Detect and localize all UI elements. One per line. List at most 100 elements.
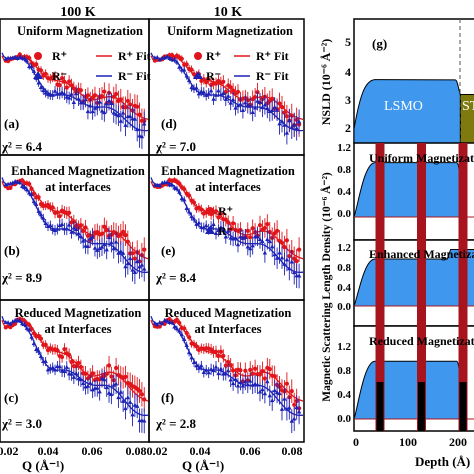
rplus-point xyxy=(231,88,236,93)
rminus-point xyxy=(292,122,297,127)
rminus-point xyxy=(27,190,32,195)
msld-ytick: 0.8 xyxy=(337,164,351,176)
rminus-point xyxy=(102,242,107,247)
panel-e-title-line1: Enhanced Magnetization xyxy=(161,164,295,178)
rminus-point xyxy=(27,327,32,332)
rplus-point xyxy=(231,368,236,373)
rplus-point xyxy=(253,366,258,371)
rplus-point xyxy=(250,226,255,231)
rminus-point xyxy=(38,84,44,89)
legend-rplus-label: R⁺ xyxy=(206,49,221,63)
rplus-point xyxy=(179,56,184,61)
rminus-point xyxy=(279,255,285,260)
rplus-point xyxy=(8,185,13,190)
panel-a-letter: (a) xyxy=(4,116,19,131)
rplus-point xyxy=(78,223,83,228)
rminus-point xyxy=(213,231,219,236)
rplus-point xyxy=(221,79,226,84)
rminus-point xyxy=(113,239,119,244)
rminus-point xyxy=(284,130,290,135)
rminus-point xyxy=(62,91,67,96)
legend-rminus-fit-label: R⁻ Fit xyxy=(256,69,289,83)
rminus-point xyxy=(50,365,55,370)
rminus-point xyxy=(260,387,265,392)
rminus-point xyxy=(177,64,182,69)
rminus-point xyxy=(99,108,105,113)
rminus-point xyxy=(177,189,182,194)
rminus-point xyxy=(274,255,280,260)
interface-bar-dark xyxy=(418,382,425,431)
rplus-point xyxy=(228,227,233,232)
rminus-point xyxy=(64,364,69,369)
panel-g-letter: (g) xyxy=(372,36,387,51)
x-tick-label: 0.04 xyxy=(38,444,59,458)
rminus-point xyxy=(22,185,27,190)
rplus-point xyxy=(284,238,289,243)
panel-e-title-line2: at interfaces xyxy=(195,180,261,194)
rminus-point xyxy=(76,231,81,236)
rplus-point xyxy=(71,86,76,91)
rplus-point xyxy=(85,93,91,98)
rplus-point xyxy=(213,209,219,214)
rminus-point xyxy=(189,85,194,90)
rminus-point xyxy=(111,246,116,251)
rminus-point xyxy=(245,244,250,249)
reflectivity-data xyxy=(1,52,304,434)
rplus-point xyxy=(194,344,199,349)
rplus-point xyxy=(223,363,228,368)
rminus-point xyxy=(85,109,91,114)
layer-label-sto: ST xyxy=(462,99,474,114)
rminus-point xyxy=(274,390,280,395)
msld-ylabel: Magnetic Scattering Length Density (10⁻⁶… xyxy=(319,172,333,402)
rminus-point xyxy=(255,382,260,387)
rminus-point xyxy=(179,332,184,337)
rminus-point xyxy=(294,125,299,130)
rminus-point xyxy=(118,389,123,394)
panel-b-letter: (b) xyxy=(4,243,20,258)
rplus-point xyxy=(223,89,228,95)
rminus-point xyxy=(233,105,238,110)
legend-rminus-marker xyxy=(193,71,203,79)
rminus-point xyxy=(10,180,15,185)
rplus-point xyxy=(218,349,223,354)
rplus-point xyxy=(83,225,88,230)
lsmo-layer-area xyxy=(353,79,461,144)
rplus-point xyxy=(228,85,233,90)
model-title-enhanced: Enhanced Magnetization xyxy=(369,247,474,261)
rminus-point xyxy=(10,319,15,324)
rminus-point xyxy=(265,105,270,110)
rminus-point xyxy=(257,100,263,105)
rminus-point xyxy=(132,270,138,275)
rminus-point xyxy=(196,91,202,96)
rminus-point xyxy=(73,227,79,232)
rplus-point xyxy=(36,195,41,200)
msld-ytick: 0.0 xyxy=(337,413,351,425)
rminus-point xyxy=(142,418,147,423)
rplus-point xyxy=(81,228,86,234)
rminus-point xyxy=(71,374,77,379)
rminus-point xyxy=(95,385,100,390)
rminus-point xyxy=(45,367,51,372)
panel-d-chi2: χ² = 7.0 xyxy=(155,139,196,154)
msld-ytick: 1.2 xyxy=(337,242,351,254)
rplus-point xyxy=(83,371,88,376)
legend-rplus-marker xyxy=(206,207,214,215)
panel-c-title-line2: at Interfaces xyxy=(45,322,112,336)
rminus-point xyxy=(31,341,37,346)
col-header-10k: 10 K xyxy=(214,5,243,20)
rminus-point xyxy=(296,273,302,278)
rminus-point xyxy=(81,381,86,386)
interface-bar-dark xyxy=(376,382,384,431)
rplus-point xyxy=(31,331,37,336)
rminus-point xyxy=(19,55,25,60)
rplus-point xyxy=(99,93,105,99)
rminus-point xyxy=(92,245,98,250)
rminus-point xyxy=(235,242,241,247)
rplus-point xyxy=(64,85,69,90)
rminus-point xyxy=(81,100,86,105)
rminus-point xyxy=(196,220,202,225)
legend-rplus-fit-label: R⁺ Fit xyxy=(118,49,151,63)
rminus-point xyxy=(88,103,93,108)
rminus-point xyxy=(104,385,109,390)
rminus-point xyxy=(284,257,290,262)
